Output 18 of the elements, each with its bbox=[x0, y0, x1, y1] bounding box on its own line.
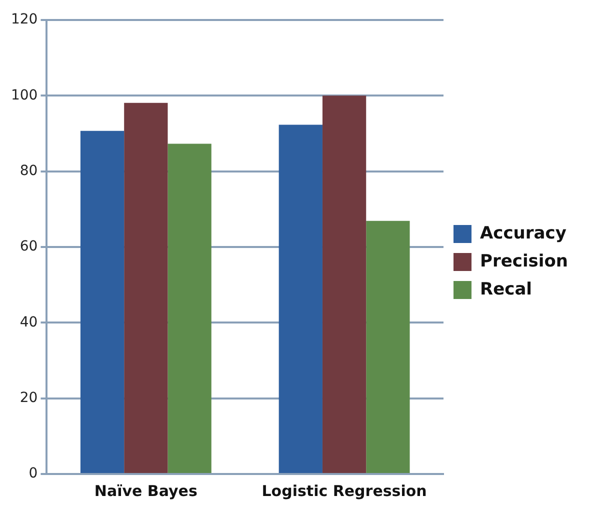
x-tick-label: Naïve Bayes bbox=[94, 482, 198, 500]
y-tick-label: 120 bbox=[10, 12, 38, 28]
y-tick-label: 100 bbox=[10, 87, 38, 104]
x-tick-label: Logistic Regression bbox=[262, 482, 427, 500]
bar bbox=[322, 96, 366, 473]
legend-label: Recal bbox=[480, 279, 532, 300]
y-tick-label: 40 bbox=[20, 314, 38, 330]
y-tick-label: 60 bbox=[20, 238, 38, 255]
bar bbox=[80, 130, 124, 473]
bar bbox=[124, 102, 168, 473]
y-tick-label: 0 bbox=[28, 466, 38, 482]
bar bbox=[168, 144, 212, 473]
legend-label: Accuracy bbox=[480, 223, 566, 244]
bar bbox=[278, 124, 322, 473]
y-tick-label: 20 bbox=[20, 390, 38, 406]
legend-label: Precision bbox=[480, 251, 568, 272]
y-tick-label: 80 bbox=[20, 162, 38, 179]
bar bbox=[366, 220, 410, 473]
